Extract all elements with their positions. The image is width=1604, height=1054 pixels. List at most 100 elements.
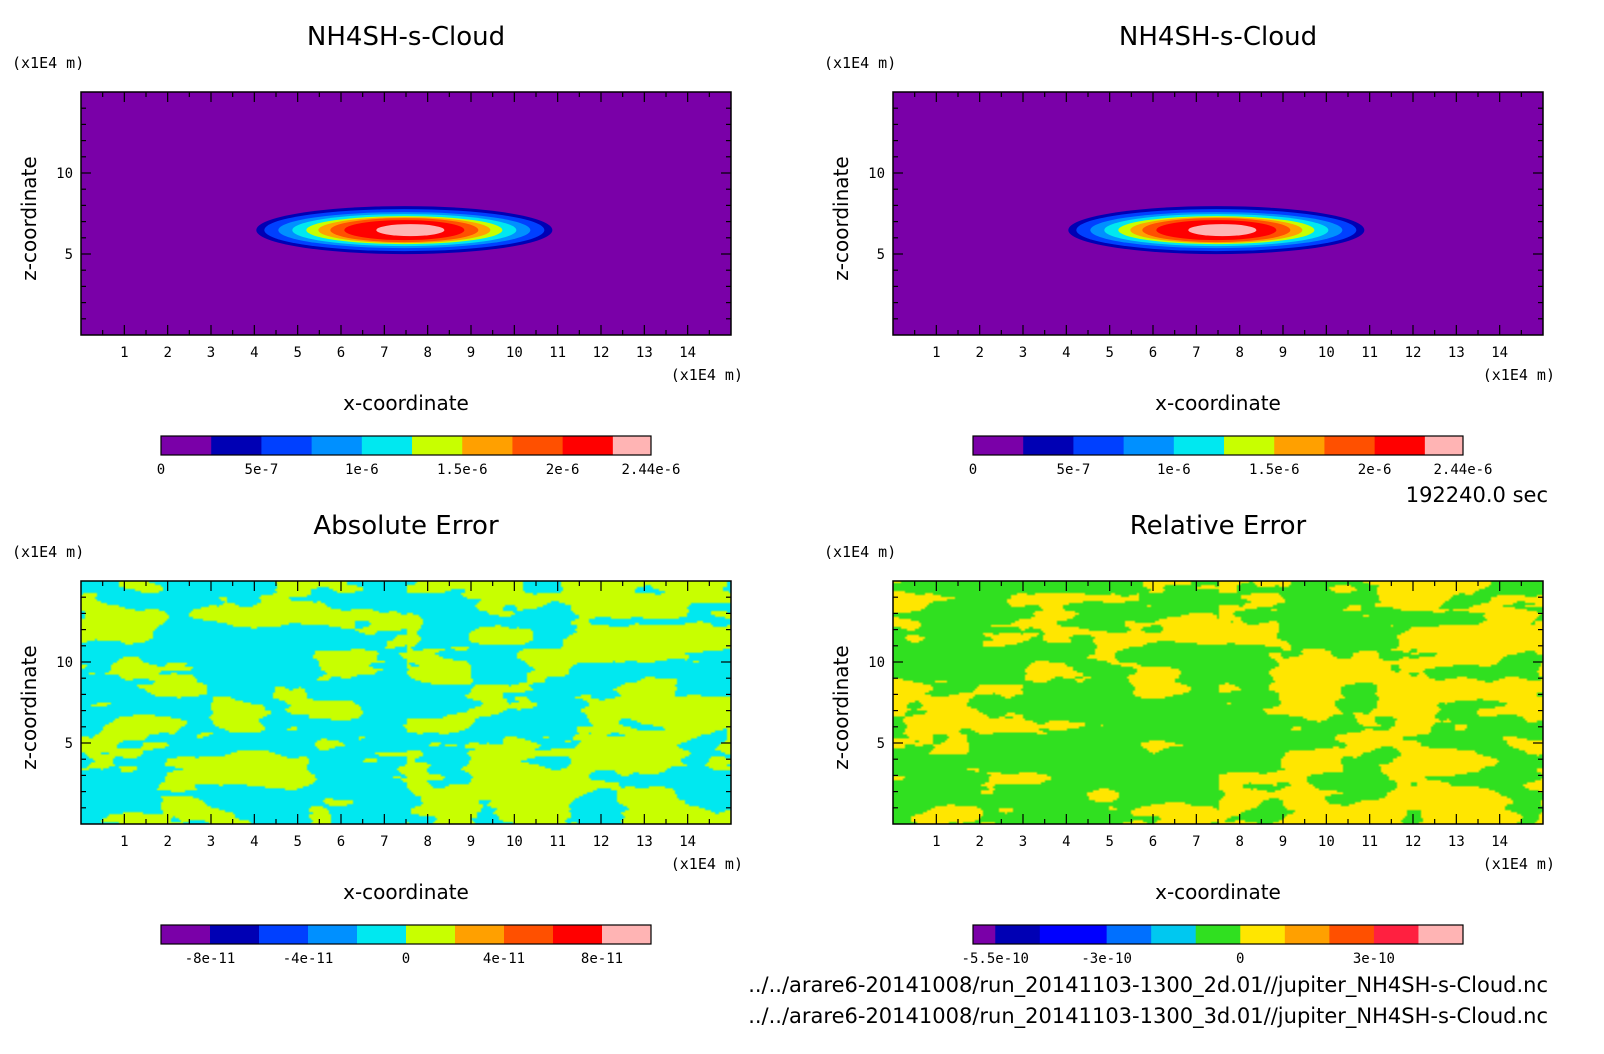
panel-4-x-tick-label: 8 <box>1235 834 1243 850</box>
panel-4-colorbar-label: 0 <box>1236 951 1244 967</box>
panel-1-x-tick-label: 7 <box>380 345 388 361</box>
panel-2-colorbar-label: 0 <box>969 462 977 478</box>
panel-4-colorbar-label: -5.5e-10 <box>962 951 1029 967</box>
panel-3-error-field <box>81 581 731 824</box>
panel-2-colorbar-label: 5e-7 <box>1057 462 1091 478</box>
panel-2-colorbar-label: 1e-6 <box>1157 462 1191 478</box>
panel-4-x-tick-label: 6 <box>1149 834 1157 850</box>
panel-4-colorbar-swatch <box>1151 925 1197 944</box>
panel-2-y-label: z-coordinate <box>829 156 853 280</box>
panel-2-x-tick-label: 11 <box>1361 345 1378 361</box>
panel-2-colorbar-swatch <box>1023 436 1074 455</box>
panel-3-x-tick-label: 4 <box>250 834 258 850</box>
panel-4-x-tick-label: 9 <box>1279 834 1287 850</box>
panel-3-colorbar-label: 4e-11 <box>483 951 525 967</box>
panel-1-title: NH4SH-s-Cloud <box>307 22 505 52</box>
panel-2: NH4SH-s-Cloud(x1E4 m)1 2 3 4 5 6 7 8 9 10 11 12 13 14… <box>824 22 1555 478</box>
panel-1-x-tick-label: 4 <box>250 345 258 361</box>
panel-1-x-tick-label: 12 <box>593 345 610 361</box>
panel-2-colorbar-swatch <box>1123 436 1175 455</box>
panel-1-colorbar-label: 1e-6 <box>345 462 379 478</box>
panel-3-x-tick-label: 5 <box>293 834 301 850</box>
panel-1-x-tick-label: 10 <box>506 345 523 361</box>
panel-1-x-tick-label: 5 <box>293 345 301 361</box>
panel-3-y-label: z-coordinate <box>17 645 41 769</box>
panel-1: NH4SH-s-Cloud(x1E4 m)1 2 3 4 5 6 7 8 9 10 11 12 13 14… <box>12 22 743 478</box>
panel-2-x-tick-label: 13 <box>1448 345 1465 361</box>
footer-path-2: ../../arare6-20141008/run_20141103-1300_… <box>748 1004 1548 1029</box>
panel-3-colorbar-swatch <box>259 925 309 944</box>
panel-3-x-tick-label: 7 <box>380 834 388 850</box>
panel-4-colorbar-swatch <box>995 925 1041 944</box>
panel-1-x-tick-label: 11 <box>549 345 566 361</box>
panel-1-x-tick-label: 9 <box>467 345 475 361</box>
panel-4: Relative Error(x1E4 m)1 2 3 4 5 6 7 8 9 10 11 12 13 1… <box>824 511 1555 967</box>
panel-1-x-label: x-coordinate <box>343 391 469 415</box>
panel-2-y-tick-label: 5 <box>877 247 885 263</box>
panel-1-x-tick-label: 1 <box>120 345 128 361</box>
panel-4-colorbar-swatch <box>1418 925 1464 944</box>
panel-4-colorbar-swatch <box>1329 925 1375 944</box>
panel-3-colorbar-swatch <box>406 925 456 944</box>
panel-1-colorbar-swatch <box>462 436 513 455</box>
panel-3-colorbar-label: -8e-11 <box>185 951 236 967</box>
panel-2-x-unit: (x1E4 m) <box>1483 366 1555 384</box>
panel-2-x-tick-label: 12 <box>1405 345 1422 361</box>
panel-4-x-label: x-coordinate <box>1155 880 1281 904</box>
panel-1-cloud-level-9 <box>376 224 445 237</box>
panel-2-x-tick-label: 4 <box>1062 345 1070 361</box>
panel-4-x-tick-label: 11 <box>1361 834 1378 850</box>
panel-1-colorbar-label: 1.5e-6 <box>437 462 488 478</box>
panel-4-colorbar-swatch <box>1284 925 1330 944</box>
panel-3-colorbar-label: -4e-11 <box>283 951 334 967</box>
panel-1-colorbar-swatch <box>512 436 564 455</box>
panel-2-x-tick-label: 3 <box>1019 345 1027 361</box>
panel-3-x-tick-label: 8 <box>423 834 431 850</box>
panel-4-x-tick-label: 12 <box>1405 834 1422 850</box>
panel-3-x-tick-label: 3 <box>207 834 215 850</box>
panel-2-x-tick-label: 10 <box>1318 345 1335 361</box>
panel-4-error-field <box>893 581 1543 824</box>
panel-3-x-unit: (x1E4 m) <box>671 855 743 873</box>
panel-3-x-label: x-coordinate <box>343 880 469 904</box>
panel-3-colorbar-swatch <box>455 925 505 944</box>
panel-3-y-unit: (x1E4 m) <box>12 543 84 561</box>
panel-3-colorbar-swatch <box>504 925 554 944</box>
panel-3-colorbar-swatch <box>553 925 603 944</box>
panel-2-colorbar-label: 2e-6 <box>1358 462 1392 478</box>
panel-2-x-tick-label: 6 <box>1149 345 1157 361</box>
panel-3-x-tick-label: 9 <box>467 834 475 850</box>
panel-3-x-tick-label: 13 <box>636 834 653 850</box>
panel-1-colorbar-label: 2e-6 <box>546 462 580 478</box>
panel-3-x-tick-label: 1 <box>120 834 128 850</box>
panel-2-colorbar-swatch <box>973 436 1024 455</box>
panel-4-x-unit: (x1E4 m) <box>1483 855 1555 873</box>
panel-4-x-tick-label: 4 <box>1062 834 1070 850</box>
panel-4-colorbar-swatch <box>973 925 996 944</box>
panel-1-x-tick-label: 6 <box>337 345 345 361</box>
panel-2-x-tick-label: 5 <box>1105 345 1113 361</box>
panel-4-colorbar-swatch <box>1106 925 1152 944</box>
panel-2-colorbar-swatch <box>1224 436 1275 455</box>
panel-3-x-tick-label: 14 <box>679 834 696 850</box>
panel-4-x-tick-label: 5 <box>1105 834 1113 850</box>
panel-4-x-tick-label: 2 <box>975 834 983 850</box>
panel-3-y-tick-label: 5 <box>65 736 73 752</box>
panel-1-x-tick-label: 2 <box>163 345 171 361</box>
panel-2-x-tick-label: 7 <box>1192 345 1200 361</box>
panel-1-x-tick-label: 13 <box>636 345 653 361</box>
panel-3-title: Absolute Error <box>313 511 499 541</box>
panel-2-x-tick-label: 2 <box>975 345 983 361</box>
panel-4-title: Relative Error <box>1130 511 1307 541</box>
panel-4-colorbar-swatch <box>1240 925 1286 944</box>
panel-1-x-tick-label: 3 <box>207 345 215 361</box>
panel-1-y-unit: (x1E4 m) <box>12 54 84 72</box>
panel-2-x-tick-label: 9 <box>1279 345 1287 361</box>
panel-1-y-label: z-coordinate <box>17 156 41 280</box>
panel-1-x-unit: (x1E4 m) <box>671 366 743 384</box>
panel-3-colorbar-swatch <box>308 925 358 944</box>
panel-4-colorbar-swatch <box>1195 925 1241 944</box>
panel-4-x-tick-label: 14 <box>1491 834 1508 850</box>
panel-3-colorbar-label: 0 <box>402 951 410 967</box>
panel-2-colorbar-label: 2.44e-6 <box>1433 462 1492 478</box>
